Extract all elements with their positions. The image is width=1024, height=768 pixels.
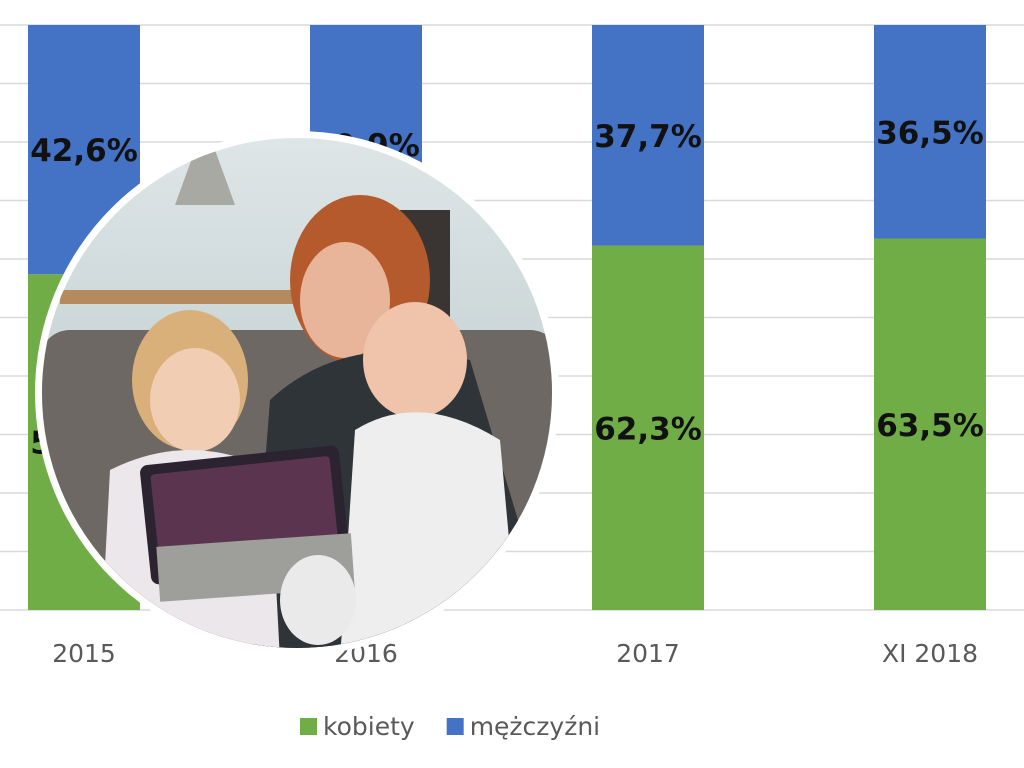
bar-segment xyxy=(874,25,986,239)
value-label: 63,5% xyxy=(876,408,984,444)
photo xyxy=(35,131,559,655)
x-tick-label: XI 2018 xyxy=(882,639,978,668)
value-label: 62,3% xyxy=(594,411,702,447)
bar-segment xyxy=(592,25,704,246)
photo-image xyxy=(42,138,552,648)
legend-label: mężczyźni xyxy=(470,712,600,741)
bar-segment xyxy=(874,238,986,610)
value-label: 36,5% xyxy=(876,115,984,151)
x-tick-label: 2017 xyxy=(616,639,680,668)
legend-swatch xyxy=(300,718,317,735)
legend-label: kobiety xyxy=(323,712,415,741)
bar-segment xyxy=(592,245,704,611)
value-label: 37,7% xyxy=(594,119,702,155)
value-label: 42,6% xyxy=(30,133,138,169)
x-tick-label: 2015 xyxy=(52,639,116,668)
legend-swatch xyxy=(446,718,464,735)
